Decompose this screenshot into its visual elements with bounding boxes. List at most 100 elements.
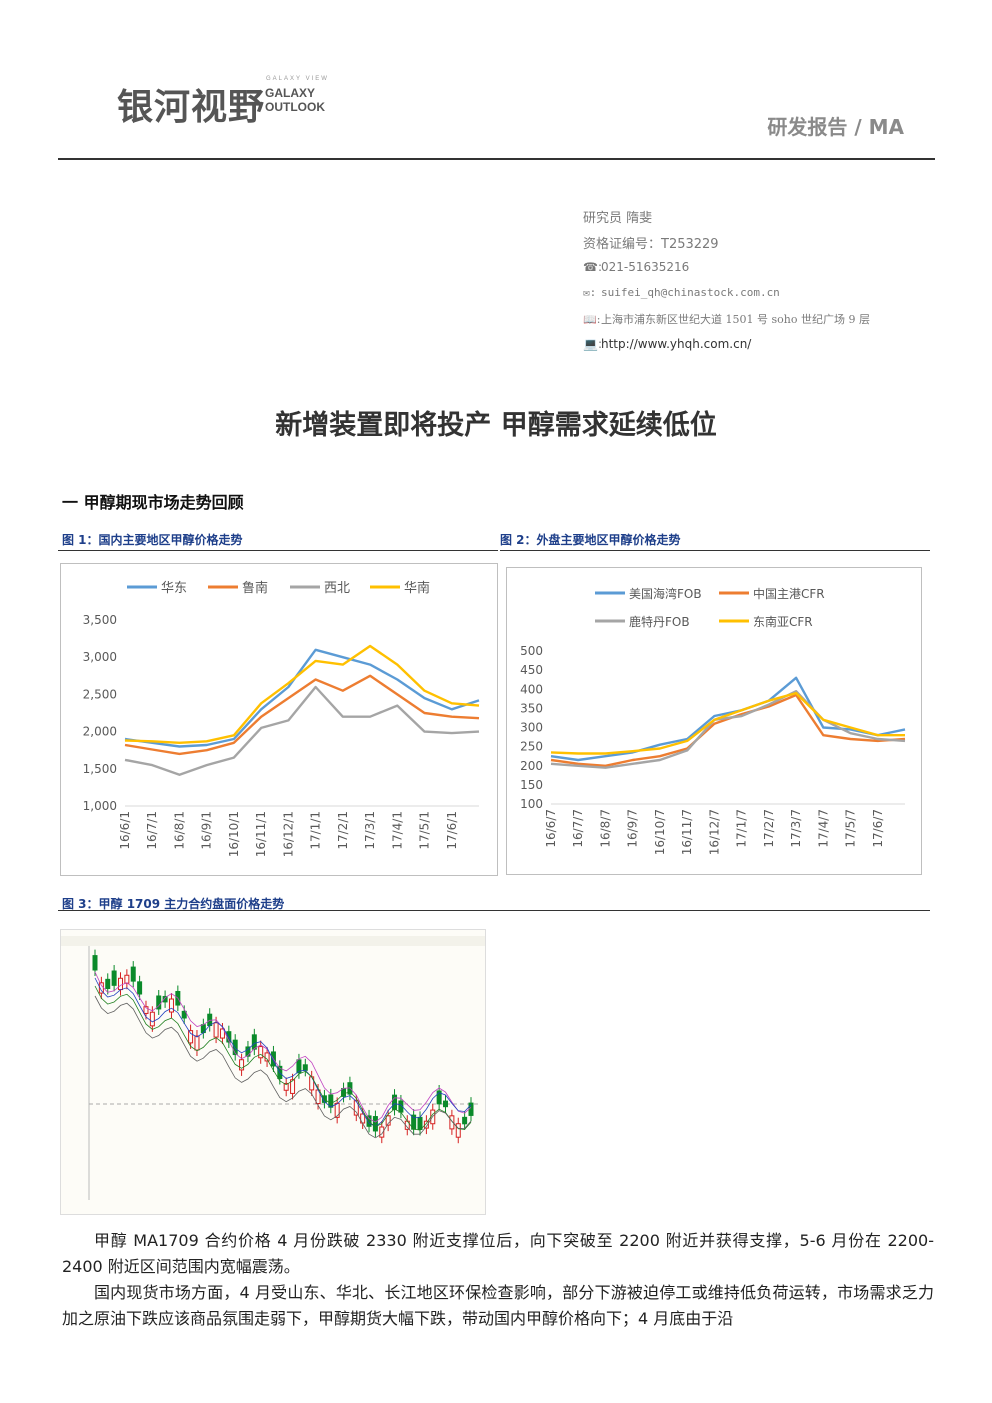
candle-body <box>232 1039 238 1056</box>
candle-body <box>379 1126 385 1138</box>
x-tick-label: 16/10/1 <box>227 811 241 857</box>
legend-label: 鲁南 <box>242 580 268 596</box>
x-tick-label: 16/7/7 <box>571 809 585 848</box>
email-row: ✉: suifei_qh@chinastock.com.cn <box>583 286 780 299</box>
x-tick-label: 17/2/7 <box>762 809 776 848</box>
legend-label: 东南亚CFR <box>753 614 813 629</box>
candle-body <box>290 1079 296 1094</box>
candle-body <box>213 1022 219 1038</box>
candle-body <box>436 1090 442 1105</box>
legend-label: 华东 <box>161 581 187 596</box>
series-line <box>550 691 905 755</box>
email-icon: ✉: <box>583 286 597 299</box>
candle-body <box>117 977 123 991</box>
moving-average-line <box>94 977 472 1127</box>
header-divider <box>58 158 935 160</box>
series-line <box>550 676 906 762</box>
figure1-rule <box>58 550 498 551</box>
moving-average-line <box>94 995 472 1139</box>
x-tick-label: 16/6/1 <box>118 811 132 850</box>
candle-body <box>366 1115 372 1127</box>
candle-body <box>423 1120 429 1129</box>
y-tick-label: 450 <box>520 663 543 677</box>
chart2-frame: 100 150 200 250 300 350 400 450 500 16/6/7 16/7/7 1… <box>506 567 922 875</box>
x-tick-label: 17/6/7 <box>871 809 885 848</box>
y-tick-label: 3,000 <box>83 650 117 664</box>
series-line <box>550 689 906 769</box>
y-tick-label: 2,000 <box>83 725 117 739</box>
x-tick-label: 17/1/7 <box>735 809 749 848</box>
kline-header-strip <box>61 936 485 946</box>
computer-icon: 💻: <box>583 337 602 351</box>
legend-label: 华南 <box>404 580 430 596</box>
moving-average-line <box>94 985 472 1131</box>
candle-body <box>462 1116 468 1125</box>
y-tick-label: 350 <box>520 701 543 715</box>
y-tick-label: 2,500 <box>83 687 117 701</box>
candle-body <box>149 1011 155 1027</box>
y-tick-label: 400 <box>520 682 543 696</box>
series-line <box>124 685 480 777</box>
series-line <box>124 648 480 748</box>
website-link[interactable]: http://www.yhqh.com.cn/ <box>601 337 752 351</box>
figure3-rule <box>58 910 930 911</box>
candle-body <box>245 1046 251 1057</box>
candle-body <box>372 1116 378 1132</box>
logo-chinese: 银河视野 <box>117 87 266 128</box>
x-tick-label: 16/7/1 <box>145 811 159 850</box>
section-heading: 一 甲醇期现市场走势回顾 <box>62 493 244 512</box>
y-tick-label: 250 <box>520 740 543 754</box>
x-tick-label: 16/10/7 <box>653 809 667 855</box>
y-tick-label: 150 <box>520 778 543 792</box>
candle-body <box>105 978 111 989</box>
figure1-caption: 图 1：国内主要地区甲醇价格走势 <box>62 533 243 547</box>
candle-body <box>385 1115 391 1126</box>
chart1-domestic-methanol-prices: 1,000 1,500 2,000 2,500 3,000 3,500 16/6/1 16/7… <box>83 580 480 857</box>
y-tick-label: 3,500 <box>83 613 117 627</box>
candle-body <box>239 1059 245 1071</box>
logo-english: GALAXY OUTLOOK <box>265 86 325 114</box>
office-address: 上海市浦东新区世纪大道 1501 号 soho 世纪广场 9 层 <box>601 313 870 326</box>
candle-body <box>130 966 136 982</box>
document-title: 新增装置即将投产 甲醇需求延续低位 <box>275 410 717 441</box>
legend-label: 中国主港CFR <box>753 586 825 601</box>
x-tick-label: 17/5/7 <box>844 809 858 848</box>
x-tick-label: 16/6/7 <box>544 809 558 848</box>
license-number: 资格证编号：T253229 <box>583 237 719 252</box>
phone-row: ☎:021-51635216 <box>583 260 689 274</box>
x-tick-label: 17/4/7 <box>816 809 830 848</box>
series-line <box>124 674 480 756</box>
y-tick-label: 500 <box>520 644 543 658</box>
x-tick-label: 17/3/7 <box>789 809 803 848</box>
email-address[interactable]: suifei_qh@chinastock.com.cn <box>601 286 780 299</box>
paragraph-2: 国内现货市场方面，4 月受山东、华北、长江地区环保检查影响，部分下游被迫停工或维… <box>62 1283 934 1328</box>
candle-body <box>449 1115 455 1130</box>
x-tick-label: 16/12/7 <box>707 809 721 855</box>
phone-number: 021-51635216 <box>601 260 690 274</box>
candle-body <box>392 1094 398 1110</box>
figure2-rule <box>500 550 930 551</box>
logo-tagline: GALAXY VIEW <box>266 76 329 82</box>
x-tick-label: 16/8/7 <box>598 809 612 848</box>
candle-body <box>181 1010 187 1019</box>
candle-body <box>162 995 168 1003</box>
series-line <box>124 644 480 745</box>
y-tick-label: 100 <box>520 797 543 811</box>
candle-body <box>111 970 117 986</box>
candle-body <box>219 1028 225 1039</box>
logo-english-line1: GALAXY <box>265 86 316 100</box>
candle-body <box>296 1059 302 1074</box>
candle-body <box>188 1030 194 1044</box>
website-row: 💻:http://www.yhqh.com.cn/ <box>583 337 751 351</box>
candle-body <box>353 1100 359 1116</box>
candle-body <box>417 1116 423 1130</box>
x-tick-label: 16/11/7 <box>680 809 694 855</box>
candle-body <box>443 1100 449 1108</box>
candle-body <box>455 1123 461 1138</box>
chart2-foreign-methanol-prices: 100 150 200 250 300 350 400 450 500 16/6/7 16/7/7 1… <box>520 586 906 855</box>
y-tick-label: 1,000 <box>83 799 117 813</box>
x-tick-label: 17/2/1 <box>336 811 350 850</box>
address-row: 📖:上海市浦东新区世纪大道 1501 号 soho 世纪广场 9 层 <box>583 311 870 327</box>
candlestick-chart-image <box>61 930 485 1214</box>
x-tick-label: 17/3/1 <box>363 811 377 850</box>
